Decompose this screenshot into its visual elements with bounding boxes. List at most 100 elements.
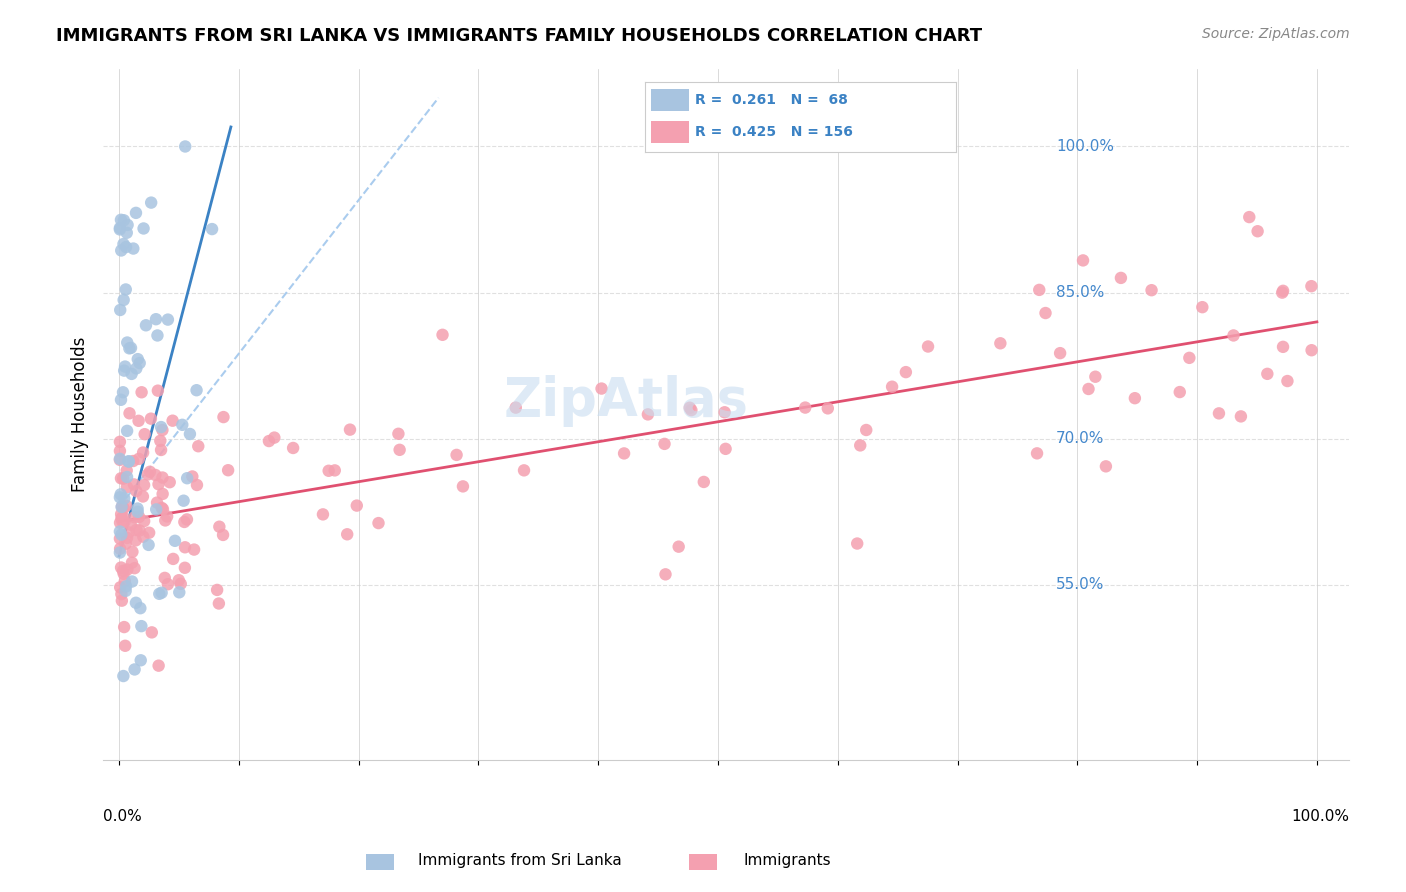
Point bbox=[115, 424, 138, 438]
Point bbox=[115, 240, 138, 254]
Point bbox=[120, 517, 142, 532]
Point bbox=[162, 414, 184, 428]
Point bbox=[1123, 391, 1146, 405]
Point bbox=[637, 408, 659, 422]
Point bbox=[118, 342, 141, 356]
Point bbox=[318, 464, 340, 478]
Point bbox=[115, 463, 138, 477]
Point bbox=[146, 328, 169, 343]
Point bbox=[1168, 385, 1191, 400]
Point bbox=[114, 639, 136, 653]
Point bbox=[114, 283, 136, 297]
Point bbox=[118, 454, 141, 468]
Point bbox=[173, 493, 195, 508]
Point bbox=[128, 524, 150, 538]
Point bbox=[110, 560, 132, 574]
Point bbox=[149, 434, 172, 448]
Point bbox=[150, 420, 173, 434]
Point bbox=[794, 401, 817, 415]
Point bbox=[132, 490, 155, 504]
Point bbox=[855, 423, 877, 437]
Point bbox=[124, 510, 146, 524]
Point bbox=[111, 500, 134, 514]
Point bbox=[679, 401, 702, 415]
Point bbox=[150, 442, 173, 457]
Point bbox=[1246, 224, 1268, 238]
Point bbox=[128, 414, 150, 428]
Point bbox=[108, 545, 131, 559]
Point bbox=[115, 335, 138, 350]
Point bbox=[1077, 382, 1099, 396]
Point bbox=[115, 531, 138, 545]
Point bbox=[110, 511, 132, 525]
Point bbox=[505, 401, 527, 415]
Point bbox=[849, 438, 872, 452]
Point bbox=[115, 579, 138, 593]
Point bbox=[121, 556, 143, 570]
Point bbox=[120, 341, 142, 355]
Point bbox=[212, 410, 235, 425]
Point bbox=[1301, 279, 1323, 293]
Point bbox=[112, 620, 135, 634]
Point bbox=[145, 502, 167, 516]
Point bbox=[152, 423, 174, 437]
Point bbox=[894, 365, 917, 379]
Point bbox=[681, 403, 703, 417]
Point bbox=[176, 512, 198, 526]
Point bbox=[146, 495, 169, 509]
Point bbox=[654, 567, 676, 582]
Point bbox=[153, 571, 176, 585]
Point bbox=[128, 356, 150, 370]
Point bbox=[174, 139, 197, 153]
Point bbox=[1271, 285, 1294, 300]
Point bbox=[263, 431, 285, 445]
Point bbox=[152, 487, 174, 501]
Point bbox=[1028, 283, 1050, 297]
Point bbox=[122, 454, 145, 468]
Point bbox=[163, 533, 186, 548]
Point bbox=[156, 312, 179, 326]
Point bbox=[136, 467, 159, 482]
Point bbox=[172, 417, 194, 432]
Point bbox=[108, 221, 131, 235]
Point bbox=[108, 541, 131, 556]
Point bbox=[187, 439, 209, 453]
Point bbox=[1095, 459, 1118, 474]
Point bbox=[162, 552, 184, 566]
Text: 100.0%: 100.0% bbox=[1056, 139, 1114, 154]
Text: 0.0%: 0.0% bbox=[103, 809, 142, 824]
Point bbox=[125, 484, 148, 499]
Point bbox=[108, 524, 131, 539]
Point bbox=[146, 384, 169, 398]
Point bbox=[110, 527, 132, 541]
Point bbox=[117, 218, 139, 232]
Point bbox=[173, 515, 195, 529]
Point bbox=[173, 561, 195, 575]
Point bbox=[1272, 340, 1295, 354]
Point bbox=[388, 442, 411, 457]
Point bbox=[128, 451, 150, 466]
Point bbox=[1071, 253, 1094, 268]
Point bbox=[111, 515, 134, 529]
Point bbox=[114, 359, 136, 374]
Point bbox=[179, 427, 201, 442]
Point bbox=[117, 454, 139, 468]
Point bbox=[114, 574, 136, 589]
Point bbox=[141, 195, 163, 210]
Point bbox=[1256, 367, 1278, 381]
Point bbox=[114, 583, 136, 598]
Point bbox=[880, 380, 903, 394]
Point bbox=[110, 587, 132, 601]
Point bbox=[174, 541, 197, 555]
Point bbox=[150, 500, 173, 515]
Point bbox=[167, 573, 190, 587]
Text: 85.0%: 85.0% bbox=[1056, 285, 1105, 300]
Point bbox=[1191, 300, 1213, 314]
Point bbox=[108, 532, 131, 546]
Point bbox=[108, 491, 131, 505]
Text: IMMIGRANTS FROM SRI LANKA VS IMMIGRANTS FAMILY HOUSEHOLDS CORRELATION CHART: IMMIGRANTS FROM SRI LANKA VS IMMIGRANTS … bbox=[56, 27, 983, 45]
Point bbox=[1026, 446, 1049, 460]
Point bbox=[125, 361, 148, 376]
Point bbox=[121, 545, 143, 559]
Point bbox=[112, 293, 135, 307]
